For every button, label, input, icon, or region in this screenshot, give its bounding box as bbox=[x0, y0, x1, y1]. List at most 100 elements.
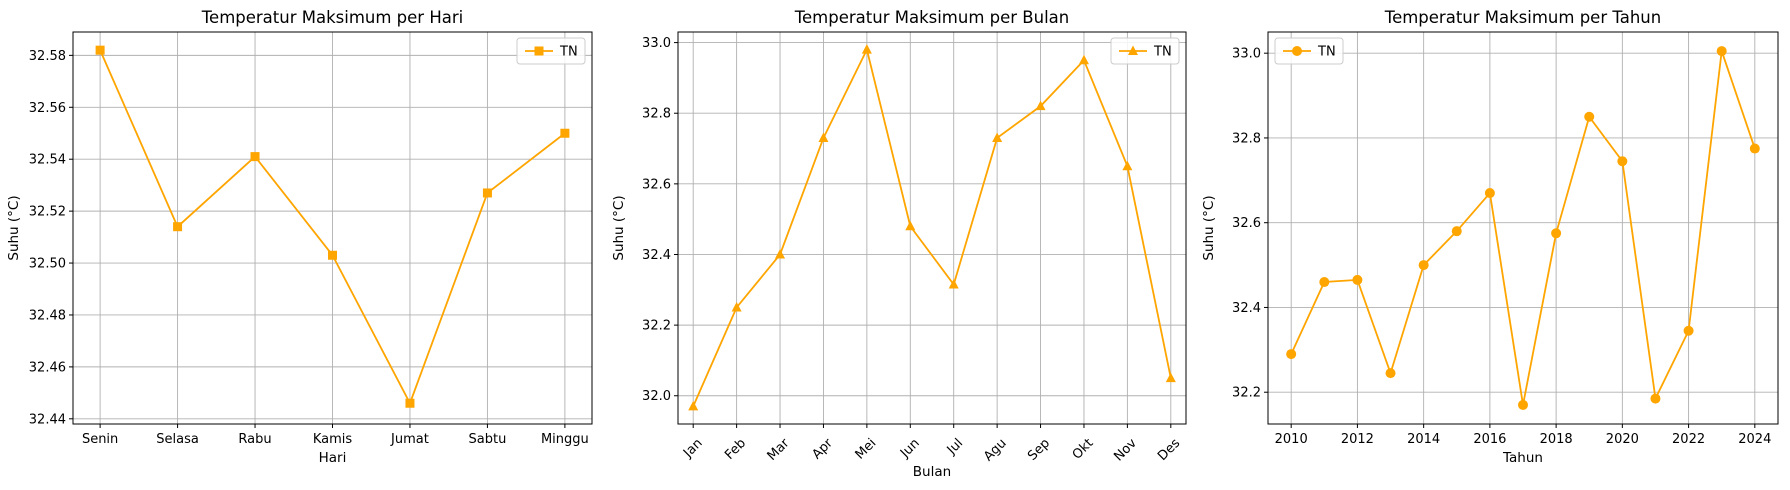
x-tick-label: 2012 bbox=[1341, 432, 1374, 447]
x-tick-label: Selasa bbox=[156, 432, 199, 447]
x-tick-label: Des bbox=[1155, 436, 1183, 464]
x-tick-label: Agu bbox=[981, 436, 1010, 465]
x-tick-label: 2020 bbox=[1606, 432, 1639, 447]
x-tick-label: Apr bbox=[809, 435, 836, 462]
y-tick-label: 32.6 bbox=[642, 177, 671, 192]
data-point bbox=[482, 188, 492, 198]
y-tick-label: 32.8 bbox=[642, 107, 671, 122]
y-tick-label: 32.4 bbox=[1232, 301, 1261, 316]
x-tick-label: Minggu bbox=[541, 432, 589, 447]
x-tick-label: 2010 bbox=[1275, 432, 1308, 447]
legend: TN bbox=[1110, 37, 1180, 65]
y-axis-label: Suhu (°C) bbox=[6, 195, 22, 260]
x-tick-label: 2024 bbox=[1738, 432, 1771, 447]
y-tick-label: 32.0 bbox=[642, 389, 671, 404]
data-point bbox=[1716, 46, 1727, 57]
y-tick-label: 33.0 bbox=[642, 36, 671, 51]
x-tick-label: Jan bbox=[680, 436, 705, 461]
x-axis-label: Bulan bbox=[913, 464, 951, 480]
x-tick-label: Nov bbox=[1111, 436, 1140, 465]
chart-panel-2: Jan Feb Mar Apr Mei Jun Jul Agu Sep Okt Nov Des 32.0… bbox=[611, 8, 1187, 480]
legend-marker bbox=[1128, 45, 1138, 55]
y-axis-label: Suhu (°C) bbox=[611, 195, 627, 260]
chart-title: Temperatur Maksimum per Hari bbox=[201, 8, 463, 27]
chart-panel-1: Senin Selasa Rabu Kamis Jumat Sabtu Minggu 32.4… bbox=[6, 8, 593, 466]
x-tick-label: Sabtu bbox=[469, 432, 507, 447]
data-point bbox=[1078, 54, 1089, 65]
y-tick-label: 32.46 bbox=[29, 360, 66, 375]
data-point bbox=[1484, 188, 1495, 199]
data-point bbox=[1683, 325, 1694, 336]
y-tick-label: 32.52 bbox=[29, 205, 66, 220]
chart-panel-3: 2010 2012 2014 2016 2018 2020 2022 2024 32.2 32.4… bbox=[1201, 8, 1779, 466]
data-point bbox=[560, 128, 570, 138]
data-point bbox=[948, 279, 959, 289]
data-point bbox=[1650, 393, 1661, 404]
data-point bbox=[688, 400, 699, 411]
x-tick-label: Kamis bbox=[313, 432, 353, 447]
x-tick-label: Senin bbox=[82, 432, 118, 447]
data-point bbox=[775, 248, 786, 259]
y-tick-label: 32.6 bbox=[1232, 216, 1261, 231]
data-point bbox=[1165, 372, 1176, 383]
data-point bbox=[1617, 156, 1628, 167]
y-tick-label: 32.8 bbox=[1232, 131, 1261, 146]
data-point bbox=[1035, 100, 1046, 111]
x-tick-label: Okt bbox=[1070, 436, 1097, 463]
y-tick-label: 32.2 bbox=[642, 319, 671, 334]
data-point bbox=[1584, 111, 1595, 122]
data-point bbox=[905, 220, 916, 231]
grid bbox=[678, 32, 1186, 424]
data-point bbox=[328, 250, 337, 260]
data-point bbox=[250, 152, 260, 162]
grid bbox=[73, 32, 592, 424]
series-line bbox=[692, 47, 1172, 407]
data-point bbox=[992, 132, 1003, 142]
chart-title: Temperatur Maksimum per Bulan bbox=[794, 8, 1070, 27]
legend-label: TN bbox=[1153, 45, 1172, 60]
chart-title: Temperatur Maksimum per Tahun bbox=[1384, 8, 1661, 27]
y-tick-label: 32.56 bbox=[29, 101, 66, 116]
y-axis-label: Suhu (°C) bbox=[1201, 195, 1217, 260]
x-tick-label: 2022 bbox=[1672, 432, 1705, 447]
y-tick-label: 32.44 bbox=[29, 412, 66, 427]
data-point bbox=[95, 45, 105, 55]
data-point bbox=[1319, 277, 1330, 288]
legend: TN bbox=[516, 37, 586, 65]
data-point bbox=[1749, 143, 1760, 154]
x-tick-label: Rabu bbox=[238, 432, 271, 447]
x-axis-label: Hari bbox=[319, 450, 347, 466]
x-tick-label: 2016 bbox=[1473, 432, 1506, 447]
x-tick-label: Feb bbox=[722, 436, 749, 463]
data-point bbox=[1518, 399, 1528, 410]
data-point bbox=[405, 398, 415, 408]
data-point bbox=[173, 222, 183, 232]
x-axis-label: Tahun bbox=[1502, 450, 1543, 466]
x-tick-label: 2018 bbox=[1540, 432, 1573, 447]
data-point bbox=[731, 301, 742, 312]
y-tick-label: 33.0 bbox=[1232, 47, 1261, 62]
legend: TN bbox=[1274, 37, 1344, 65]
grid bbox=[1268, 32, 1778, 424]
data-point bbox=[1551, 228, 1562, 239]
y-tick-label: 32.48 bbox=[29, 308, 66, 323]
data-point bbox=[861, 44, 872, 54]
data-point bbox=[1122, 160, 1133, 171]
x-tick-label: Jul bbox=[944, 436, 966, 458]
legend-label: TN bbox=[1317, 45, 1336, 60]
y-tick-label: 32.58 bbox=[29, 49, 66, 64]
data-point bbox=[1352, 274, 1363, 285]
x-tick-label: Sep bbox=[1025, 436, 1053, 464]
data-point bbox=[1385, 368, 1396, 379]
legend-marker bbox=[1292, 46, 1302, 56]
series-line bbox=[1290, 50, 1756, 406]
data-point bbox=[1286, 349, 1297, 360]
y-tick-label: 32.50 bbox=[29, 257, 66, 272]
y-tick-label: 32.54 bbox=[29, 153, 66, 168]
data-point bbox=[1451, 226, 1462, 237]
x-tick-label: Mar bbox=[765, 435, 793, 463]
data-point bbox=[1418, 260, 1429, 271]
axes-frame bbox=[1267, 31, 1779, 425]
x-tick-label: Mei bbox=[853, 436, 880, 463]
